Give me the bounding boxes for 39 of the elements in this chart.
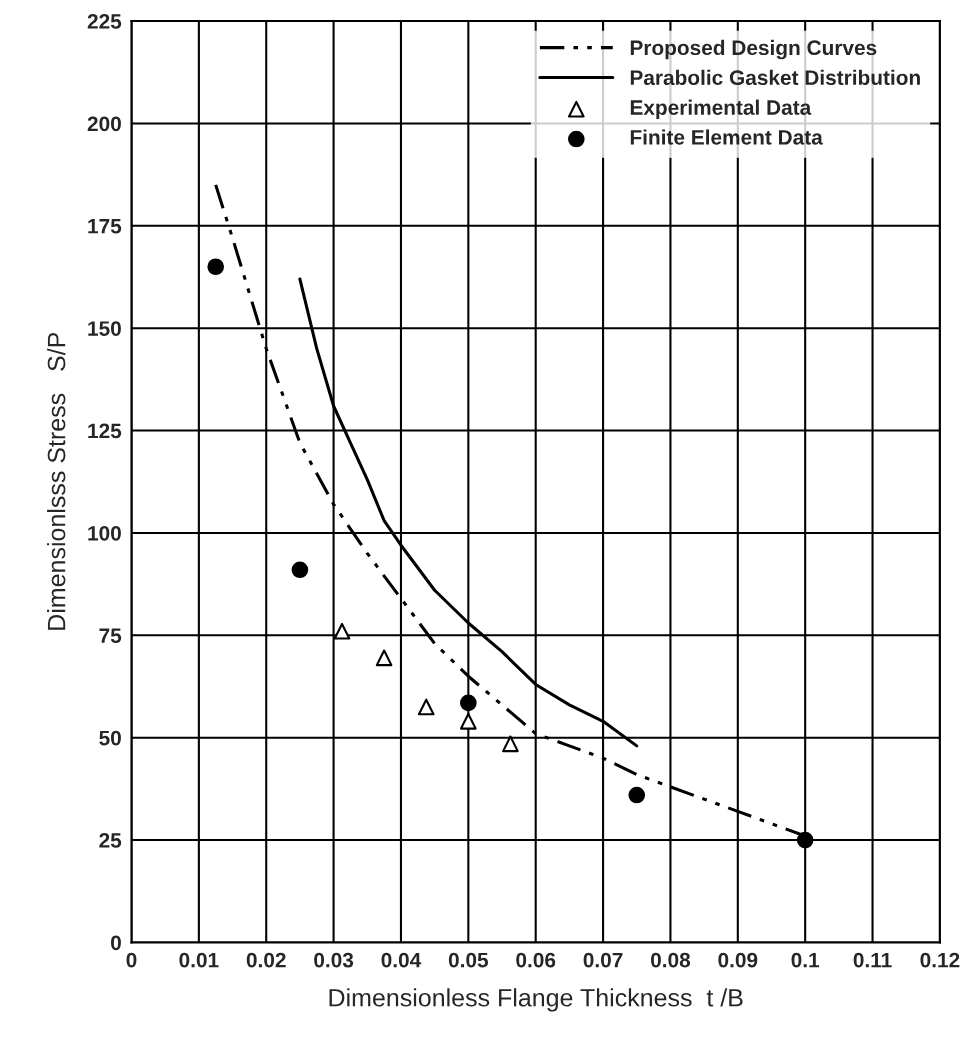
x-tick-label: 0.1 bbox=[791, 952, 820, 968]
y-tick-label: 25 bbox=[99, 833, 122, 848]
x-tick-label: 0.11 bbox=[853, 952, 892, 968]
legend-label: Parabolic Gasket Distribution bbox=[630, 69, 920, 86]
point bbox=[417, 698, 435, 716]
point bbox=[796, 831, 814, 849]
y-tick-label: 225 bbox=[87, 14, 122, 29]
y-tick-label: 125 bbox=[88, 423, 122, 439]
x-tick-label: 0.01 bbox=[179, 952, 219, 968]
legend-label: Finite Element Data bbox=[630, 129, 823, 145]
legend-label: Proposed Design Curves bbox=[630, 39, 877, 60]
y-tick-label: 0 bbox=[111, 935, 121, 951]
y-tick-label: 75 bbox=[99, 628, 122, 644]
y-tick-label: 150 bbox=[88, 321, 121, 336]
x-tick-label: 0.02 bbox=[246, 952, 286, 968]
legend-label: Experimental Data bbox=[630, 99, 812, 119]
x-tick-label: 0.06 bbox=[516, 952, 556, 968]
x-tick-label: 0.07 bbox=[583, 952, 623, 968]
point bbox=[291, 561, 309, 579]
y-tick-label: 175 bbox=[88, 219, 122, 234]
x-tick-label: 0.05 bbox=[448, 952, 489, 968]
y-tick-label: 50 bbox=[99, 730, 121, 746]
y-axis-title: Dimensionlsss Stress S/P bbox=[47, 333, 66, 630]
point bbox=[460, 694, 477, 712]
point bbox=[207, 258, 225, 276]
point bbox=[375, 649, 393, 667]
y-tick-label: 200 bbox=[87, 116, 121, 132]
x-tick-label: 0.04 bbox=[381, 952, 422, 968]
x-tick-label: 0.08 bbox=[650, 952, 691, 968]
x-tick-label: 0 bbox=[126, 952, 137, 968]
point bbox=[460, 712, 477, 730]
point bbox=[333, 622, 351, 640]
point bbox=[628, 786, 646, 804]
x-axis-title: Dimensionless Flange Thickness t /B bbox=[329, 988, 743, 1012]
x-tick-label: 0.03 bbox=[314, 952, 354, 968]
point bbox=[502, 735, 519, 753]
y-tick-label: 100 bbox=[88, 525, 121, 541]
x-tick-label: 0.12 bbox=[920, 952, 960, 968]
x-tick-label: 0.09 bbox=[718, 952, 758, 968]
